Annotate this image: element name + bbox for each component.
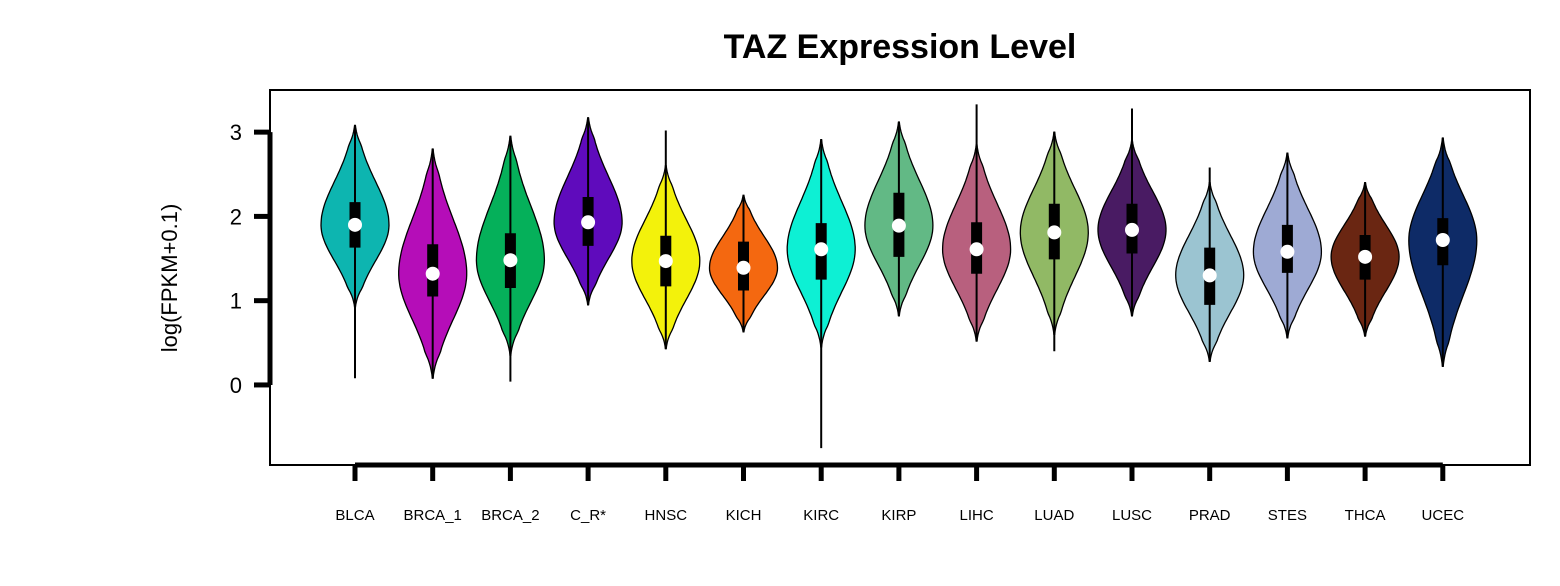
violin-group	[475, 135, 546, 382]
x-tick-label: KIRP	[881, 507, 916, 524]
y-axis-label: log(FPKM+0.1)	[157, 204, 182, 353]
x-tick-label: BRCA_2	[481, 507, 539, 524]
violin-group	[1330, 182, 1400, 337]
violin-median-point	[1202, 268, 1217, 283]
violin-group	[1019, 131, 1089, 352]
violin-group	[1175, 167, 1245, 362]
violin-median-point	[814, 242, 829, 257]
violin-group	[631, 130, 701, 350]
violin-group	[553, 117, 623, 306]
violin-median-point	[348, 217, 362, 232]
violin-median-point	[503, 253, 518, 268]
x-tick-label: KIRC	[803, 507, 839, 524]
violin-median-point	[1125, 222, 1139, 237]
x-tick-label: LUAD	[1034, 507, 1074, 524]
violin-median-point	[658, 254, 673, 269]
violin-median-point	[969, 242, 984, 257]
x-axis: BLCA BRCA_1 BRCA_2 C_R* HNSC KICH KIRC KIRP LIHC…	[335, 462, 1465, 524]
x-tick-label: BRCA_1	[404, 507, 462, 524]
violin-group	[708, 194, 779, 333]
x-tick-label: PRAD	[1189, 507, 1231, 524]
violin-group	[1097, 108, 1167, 317]
violin-median-point	[1358, 249, 1373, 264]
y-tick-label: 1	[230, 289, 242, 314]
violin-median-point	[425, 266, 440, 281]
violin-group	[320, 124, 390, 379]
violins	[320, 104, 1478, 449]
violin-group	[398, 148, 468, 379]
y-tick-label: 3	[230, 120, 242, 145]
y-tick-label: 2	[230, 204, 242, 229]
violin-median-point	[1280, 244, 1295, 259]
y-axis: 0 1 2 3	[230, 120, 273, 398]
violin-median-point	[736, 260, 751, 275]
violin-group	[941, 104, 1012, 342]
violin-median-point	[891, 218, 906, 233]
chart-title: TAZ Expression Level	[724, 28, 1077, 66]
violin-group	[1252, 152, 1323, 339]
x-tick-label: UCEC	[1422, 507, 1465, 524]
x-tick-label: BLCA	[335, 507, 374, 524]
violin-group	[1408, 137, 1478, 368]
violin-group	[864, 121, 934, 317]
x-tick-label: C_R*	[570, 507, 606, 524]
x-tick-label: THCA	[1345, 507, 1386, 524]
violin-median-point	[1435, 233, 1450, 247]
violin-group	[786, 139, 856, 449]
violin-median-point	[581, 215, 596, 230]
x-tick-label: KICH	[726, 507, 762, 524]
x-tick-label: LIHC	[960, 507, 994, 524]
x-tick-label: STES	[1268, 507, 1307, 524]
y-tick-label: 0	[230, 373, 242, 398]
x-tick-label: LUSC	[1112, 507, 1152, 524]
violin-median-point	[1047, 225, 1062, 240]
x-tick-label: HNSC	[645, 507, 688, 524]
